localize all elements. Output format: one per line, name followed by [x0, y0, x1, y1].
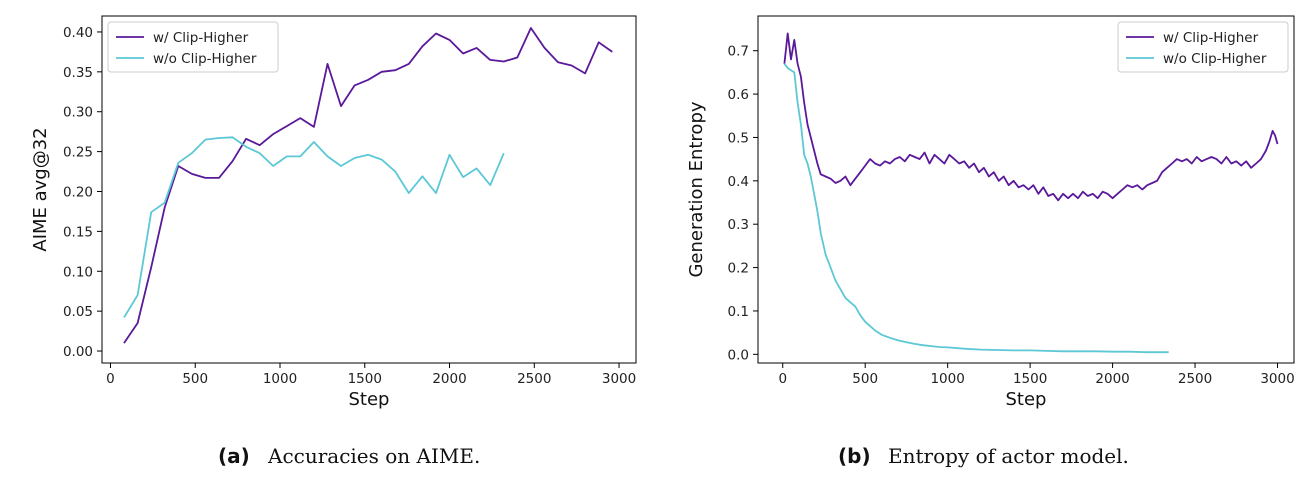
x-tick-label: 1500: [1013, 371, 1047, 387]
y-tick-label: 0.25: [63, 145, 93, 161]
y-tick-label: 0.3: [728, 217, 749, 233]
y-tick-label: 0.05: [63, 304, 93, 320]
y-tick-label: 0.30: [63, 105, 93, 121]
caption-letter: (a): [218, 444, 250, 468]
series-line-without-clip-higher: [123, 136, 505, 318]
chart-panel-b: 0 500 1000 1500 2000 2500 3000 0.0 0.1 0.2 0.3 0.4 0…: [686, 15, 1295, 468]
legend-label: w/ Clip-Higher: [153, 30, 249, 46]
legend-box: [107, 21, 279, 73]
x-tick-label: 2000: [1095, 371, 1129, 387]
x-tick-label: 500: [182, 371, 208, 387]
series-line-without-clip-higher: [783, 63, 1169, 354]
x-tick-label: 2000: [432, 371, 466, 387]
x-tick-label: 2500: [517, 371, 551, 387]
y-tick-label: 0.4: [728, 174, 749, 190]
y-axis-label: AIME avg@32: [30, 127, 51, 251]
y-tick-label: 0.40: [63, 25, 93, 41]
series-line-with-clip-higher: [783, 32, 1279, 202]
y-tick-label: 0.20: [63, 184, 93, 200]
x-tick-label: 500: [852, 371, 878, 387]
y-tick-label: 0.10: [63, 264, 93, 280]
x-tick-label: 0: [778, 371, 787, 387]
legend: w/ Clip-Higher w/o Clip-Higher: [1117, 21, 1289, 73]
y-tick-label: 0.5: [728, 130, 749, 146]
plot-frame: [101, 15, 637, 364]
x-tick-label: 3000: [1260, 371, 1294, 387]
y-tick-label: 0.00: [63, 344, 93, 360]
y-tick-label: 0.7: [728, 44, 749, 60]
plot-frame: [757, 15, 1295, 364]
legend-label: w/o Clip-Higher: [1163, 51, 1267, 67]
legend-box: [1117, 21, 1289, 73]
caption-letter: (b): [838, 444, 871, 468]
y-tick-label: 0.15: [63, 224, 93, 240]
x-tick-label: 1500: [348, 371, 382, 387]
y-tick-label: 0.0: [728, 347, 749, 363]
y-tick-label: 0.6: [728, 87, 749, 103]
x-tick-label: 3000: [602, 371, 636, 387]
x-tick-label: 1000: [930, 371, 964, 387]
legend-label: w/ Clip-Higher: [1163, 30, 1259, 46]
legend-label: w/o Clip-Higher: [153, 51, 257, 67]
series-line-with-clip-higher: [123, 27, 613, 344]
legend: w/ Clip-Higher w/o Clip-Higher: [107, 21, 279, 73]
x-axis-label: Step: [1006, 389, 1047, 410]
caption-text: Entropy of actor model.: [888, 444, 1129, 468]
x-tick-label: 2500: [1178, 371, 1212, 387]
x-tick-label: 1000: [263, 371, 297, 387]
chart-panel-a: 0 500 1000 1500 2000 2500 3000 0.00 0.05 0.10 0.15…: [30, 15, 637, 468]
y-tick-label: 0.2: [728, 261, 749, 277]
y-tick-label: 0.1: [728, 304, 749, 320]
x-axis-label: Step: [349, 389, 390, 410]
caption-text: Accuracies on AIME.: [267, 444, 480, 468]
x-tick-label: 0: [106, 371, 115, 387]
y-axis-label: Generation Entropy: [686, 101, 707, 277]
y-tick-label: 0.35: [63, 65, 93, 81]
